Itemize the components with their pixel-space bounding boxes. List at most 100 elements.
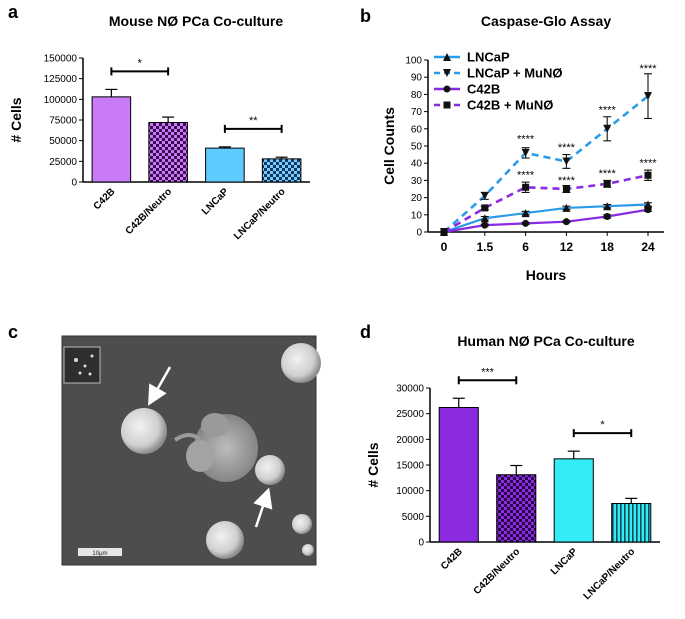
arrow-icon [148, 366, 172, 406]
data-point [603, 124, 612, 133]
panel-label-a: a [8, 2, 19, 22]
x-category-label: C42B/Neutro [472, 546, 523, 597]
arrow-icon [253, 487, 273, 528]
bar [91, 96, 132, 183]
data-point [481, 221, 489, 229]
legend-label: C42B + MuNØ [467, 98, 553, 113]
y-tick-label: 30 [411, 176, 423, 187]
y-tick-label: 0 [71, 178, 77, 189]
x-category-label: C42B/Neutro [124, 186, 175, 237]
y-tick-label: 75000 [49, 116, 77, 127]
significance-label: **** [517, 134, 535, 146]
bar [261, 158, 302, 183]
y-tick-label: 20000 [396, 435, 424, 446]
x-category-label: LNCaP/Neutro [582, 546, 638, 602]
y-tick-label: 80 [411, 90, 423, 101]
x-category-label: LNCaP/Neutro [232, 186, 288, 242]
data-point [562, 185, 570, 193]
data-point [562, 203, 571, 212]
bar [205, 147, 245, 183]
cancer-cell [121, 408, 167, 454]
series-line [443, 203, 649, 234]
significance-label: * [138, 57, 143, 69]
data-point [644, 171, 652, 179]
significance-label: **** [599, 104, 617, 116]
bar [438, 407, 479, 543]
y-tick-label: 50 [411, 142, 423, 153]
y-tick-label: 125000 [44, 74, 78, 85]
panel-label-b: b [360, 6, 371, 26]
micrograph-inset [63, 346, 101, 384]
data-point [480, 191, 489, 200]
significance-label: **** [599, 168, 617, 180]
x-tick-label: 6 [522, 240, 529, 254]
y-tick-label: 15000 [396, 461, 424, 472]
significance-label: **** [558, 175, 576, 187]
bar [611, 503, 652, 543]
series-line [443, 173, 649, 234]
y-tick-label: 30000 [396, 384, 424, 395]
scale-bar [78, 548, 122, 556]
y-tick-label: 50000 [49, 136, 77, 147]
y-tick-label: 25000 [49, 157, 77, 168]
x-tick-label: 0 [441, 240, 448, 254]
bar [148, 121, 188, 183]
data-point [644, 200, 652, 209]
chart-title: Human NØ PCa Co-culture [457, 333, 635, 349]
y-tick-label: 20 [411, 193, 423, 204]
series-line [443, 95, 649, 233]
significance-label: **** [558, 142, 576, 154]
x-axis-label: Hours [526, 267, 567, 283]
data-point [521, 209, 530, 218]
data-point [603, 180, 611, 188]
panel-label-d: d [360, 322, 371, 342]
chart-title: Caspase-Glo Assay [481, 13, 611, 29]
x-tick-label: 18 [601, 240, 615, 254]
legend-label: C42B [467, 82, 500, 97]
y-tick-label: 100 [405, 56, 422, 67]
y-tick-label: 150000 [44, 54, 78, 65]
y-axis-label: Cell Counts [381, 107, 397, 185]
y-tick-label: 5000 [402, 512, 425, 523]
x-tick-label: 1.5 [476, 240, 493, 254]
data-point [644, 92, 652, 101]
y-tick-label: 100000 [44, 95, 78, 106]
y-tick-label: 10 [411, 210, 423, 221]
y-tick-label: 10000 [396, 486, 424, 497]
y-axis-label: # Cells [365, 442, 381, 487]
legend-label: LNCaP [467, 50, 510, 65]
bar [496, 474, 537, 543]
x-category-label: C42B [92, 186, 118, 212]
data-point [522, 183, 530, 191]
chart-title: Mouse NØ PCa Co-culture [109, 13, 283, 29]
legend-marker [443, 53, 451, 61]
legend-marker [443, 101, 451, 109]
significance-label: ** [249, 115, 258, 127]
y-tick-label: 40 [411, 159, 423, 170]
legend-label: LNCaP + MuNØ [467, 66, 562, 81]
data-point [522, 219, 530, 227]
x-tick-label: 12 [560, 240, 574, 254]
significance-label: **** [517, 170, 535, 182]
y-tick-label: 70 [411, 107, 423, 118]
scale-bar-label: 10μm [92, 551, 107, 557]
data-point [603, 213, 611, 221]
y-tick-label: 60 [411, 124, 423, 135]
significance-label: **** [639, 158, 657, 170]
y-tick-label: 90 [411, 73, 423, 84]
y-tick-label: 0 [418, 538, 424, 549]
cancer-cell [255, 455, 285, 485]
data-point [562, 157, 571, 166]
x-category-label: C42B [439, 546, 465, 572]
significance-label: * [600, 419, 605, 431]
data-point [644, 206, 652, 214]
series-line [443, 208, 649, 234]
x-category-label: LNCaP [200, 186, 231, 217]
micrograph-panel: 10μm [61, 335, 321, 566]
panel-label-c: c [8, 322, 18, 342]
x-category-label: LNCaP [549, 546, 580, 577]
significance-label: **** [639, 63, 657, 75]
data-point [481, 204, 489, 212]
y-tick-label: 25000 [396, 409, 424, 420]
